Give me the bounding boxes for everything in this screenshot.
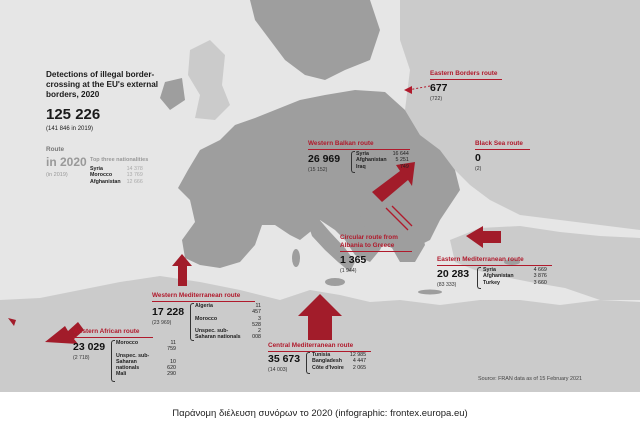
cyprus [504, 259, 520, 265]
western-balkan-route-rule [308, 149, 410, 151]
table-row: Tunisia 12 985 [312, 352, 367, 358]
italy-landmass [305, 215, 355, 272]
eastern-borders-route-rule [430, 79, 502, 81]
table-row: Afghanistan 5 251 [356, 157, 409, 164]
total-previous: (141 846 in 2019) [46, 126, 94, 132]
circular-route-value: 1 365 [340, 254, 367, 266]
eastern-med-route-name: Eastern Mediterranean route [437, 256, 524, 263]
table-row: Syria 16 644 [356, 151, 409, 157]
ireland-landmass [160, 78, 185, 110]
page-title: Detections of illegal border-crossing at… [46, 70, 159, 99]
western-med-route-name: Western Mediterranean route [152, 292, 241, 299]
western-african-route-rule [73, 337, 153, 339]
eastern-borders-arrow [404, 85, 431, 94]
total-value: 125 226 [46, 106, 101, 123]
eastern-med-table: Syria 4 669 Afghanistan 3 876 Turkey 3 660 [483, 267, 547, 286]
central-med-route-rule [268, 351, 371, 353]
sicily [325, 278, 345, 286]
uk-landmass [188, 40, 230, 120]
central-med-route-previous: (14 003) [268, 367, 288, 373]
eastern-med-route-value: 20 283 [437, 268, 470, 280]
eastern-med-route-rule [437, 265, 552, 267]
crete [418, 289, 442, 295]
table-row: Syria 14 378 [90, 166, 143, 172]
black-sea-route-previous: (2) [475, 166, 482, 172]
western-balkan-route-previous: (15 152) [308, 167, 328, 173]
legend-title: Route [46, 146, 65, 153]
circular-route-previous: (1 944) [340, 268, 357, 274]
western-african-arrow-2 [8, 318, 16, 326]
table-row: Côte d'Ivoire 2 065 [312, 364, 367, 371]
eastern-borders-route-value: 677 [430, 82, 448, 94]
table-row: Algeria 11 457 [195, 303, 261, 316]
black-sea-route-value: 0 [475, 152, 481, 164]
eastern-borders-route-previous: (722) [430, 96, 443, 102]
table-row: Unspec. sub-Saharan nationals 2 008 [195, 328, 261, 341]
eastern-med-route-previous: (83 333) [437, 282, 457, 288]
eastern-med-brace [477, 267, 481, 289]
western-med-route-rule [152, 301, 255, 303]
central-med-route-name: Central Mediterranean route [268, 342, 354, 349]
sardinia [292, 249, 300, 267]
table-row: Morocco 11 759 [116, 340, 176, 353]
turkey-landmass [450, 226, 640, 300]
table-row: Afghanistan 3 876 [483, 273, 547, 280]
western-african-brace [111, 340, 115, 382]
western-med-arrow [172, 254, 192, 286]
western-african-route-value: 23 029 [73, 341, 106, 353]
eastern-med-arrow [466, 226, 501, 248]
table-row: Afghanistan 12 666 [90, 178, 143, 185]
legend-top-three-label: Top three nationalities [90, 157, 149, 163]
central-med-route-value: 35 673 [268, 353, 301, 365]
western-balkan-brace [351, 151, 355, 173]
scandinavia-landmass [250, 0, 380, 80]
table-row: Mali 290 [116, 371, 176, 378]
central-med-brace [306, 352, 310, 374]
non-eu-east-landmass [400, 0, 640, 230]
legend-value: in 2020 [46, 155, 87, 169]
western-balkan-table: Syria 16 644 Afghanistan 5 251 Iraq 749 [356, 151, 409, 170]
central-med-table: Tunisia 12 985 Bangladesh 4 447 Côte d'Ivo… [312, 352, 366, 371]
black-sea-route-name: Black Sea route [475, 140, 523, 147]
western-african-table: Morocco 11 759 Unspec. sub-Saharan nation… [116, 340, 176, 378]
table-row: Turkey 3 660 [483, 279, 547, 286]
western-med-route-value: 17 228 [152, 306, 185, 318]
source-note: Source: FRAN data as of 15 February 2021 [478, 376, 582, 382]
balkans-landmass [360, 205, 425, 262]
image-caption: Παράνομη διέλευση συνόρων το 2020 (infog… [172, 408, 468, 419]
black-sea-route-rule [475, 149, 530, 151]
legend-table: Syria 14 378 Morocco 13 769 Afghanistan 12 … [90, 166, 143, 185]
table-row: Morocco 3 528 [195, 315, 261, 328]
central-med-arrow [298, 294, 342, 340]
table-row: Unspec. sub-Saharan nationals 10 620 [116, 352, 176, 371]
circular-route-arrow [385, 205, 413, 231]
western-african-arrow [45, 322, 84, 344]
western-med-brace [190, 303, 194, 341]
eastern-borders-route-name: Eastern Borders route [430, 70, 498, 77]
table-row: Bangladesh 4 447 [312, 358, 367, 365]
circular-route-rule [340, 251, 412, 253]
western-med-table: Algeria 11 457 Morocco 3 528 Unspec. sub-S… [195, 303, 261, 341]
western-african-route-previous: (2 718) [73, 355, 90, 361]
circular-route-name: Circular route from Albania to Greece [340, 234, 398, 249]
table-row: Iraq 749 [356, 163, 409, 170]
western-balkan-arrow [372, 162, 415, 202]
western-african-route-name: Western African route [73, 328, 140, 335]
table-row: Syria 4 669 [483, 267, 547, 273]
western-balkan-route-name: Western Balkan route [308, 140, 374, 147]
western-balkan-route-value: 26 969 [308, 153, 341, 165]
europe-map [0, 0, 640, 392]
legend-previous: (in 2019) [46, 172, 68, 178]
table-row: Morocco 13 769 [90, 172, 143, 179]
western-med-route-previous: (23 969) [152, 320, 172, 326]
